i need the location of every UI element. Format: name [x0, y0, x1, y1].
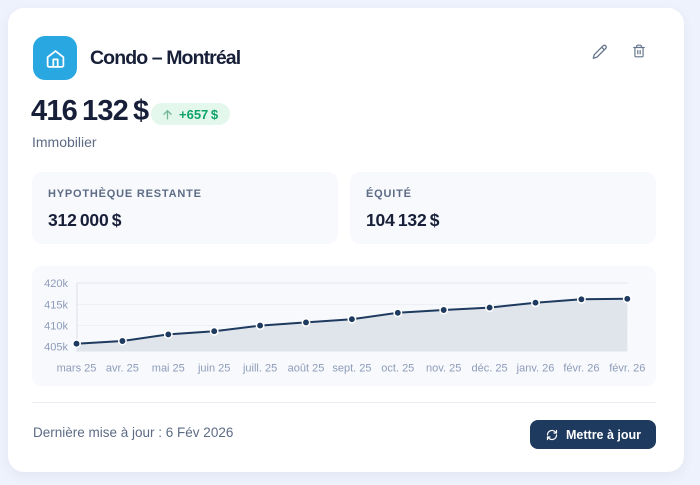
- svg-text:avr. 25: avr. 25: [106, 363, 139, 375]
- svg-text:nov. 25: nov. 25: [426, 363, 461, 375]
- svg-text:févr. 26: févr. 26: [563, 363, 599, 375]
- svg-text:août 25: août 25: [288, 363, 325, 375]
- svg-text:mai 25: mai 25: [152, 363, 185, 375]
- svg-text:420k: 420k: [44, 278, 68, 290]
- svg-text:févr. 26: févr. 26: [609, 363, 645, 375]
- svg-text:mars 25: mars 25: [57, 363, 97, 375]
- svg-text:405k: 405k: [44, 342, 68, 354]
- svg-text:sept. 25: sept. 25: [332, 363, 371, 375]
- svg-text:410k: 410k: [44, 321, 68, 333]
- svg-text:janv. 26: janv. 26: [516, 363, 555, 375]
- svg-text:juin 25: juin 25: [197, 363, 230, 375]
- svg-text:415k: 415k: [44, 300, 68, 312]
- svg-text:oct. 25: oct. 25: [381, 363, 414, 375]
- svg-text:juill. 25: juill. 25: [242, 363, 277, 375]
- svg-text:déc. 25: déc. 25: [472, 363, 508, 375]
